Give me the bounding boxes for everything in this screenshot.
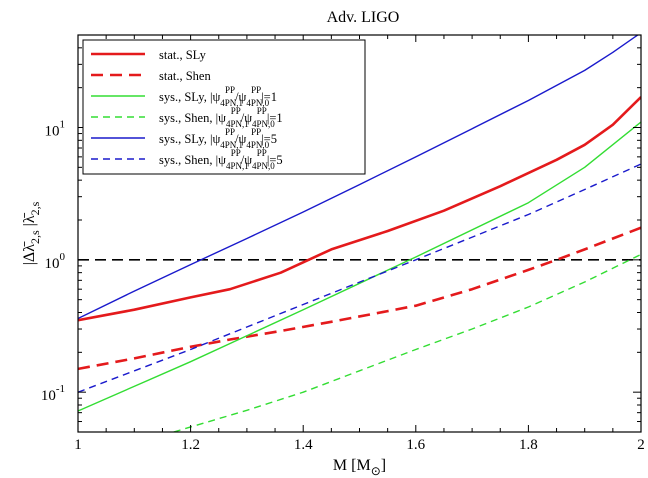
y-tick-label: 10-1 [41, 383, 65, 404]
x-tick-label: 1.2 [181, 437, 200, 453]
legend-label-5: sys., SLy, |ψ4PN,1PP/ψ4PN,0PP|=5 [159, 127, 277, 150]
x-tick-label: 1.8 [519, 437, 538, 453]
series-line-5 [78, 35, 639, 320]
legend-label-1: stat., SLy [159, 48, 207, 62]
y-tick-label: 100 [45, 251, 66, 272]
x-tick-label: 1.4 [294, 437, 313, 453]
legend-label-3: sys., SLy, |ψ4PN,1PP/ψ4PN,0PP|=1 [159, 85, 277, 108]
x-axis-title: M [M⊙] [333, 457, 386, 478]
legend-label-2: stat., Shen [159, 69, 211, 83]
chart-title: Adv. LIGO [327, 9, 400, 26]
x-tick-label: 1.6 [406, 437, 425, 453]
series-line-1 [78, 96, 641, 322]
x-tick-label: 2 [637, 437, 645, 453]
legend-label-6: sys., Shen, |ψ4PN,1PP/ψ4PN,0PP|=5 [159, 148, 283, 171]
legend-box [82, 39, 366, 175]
y-tick-label: 101 [45, 118, 66, 139]
series-line-6 [78, 163, 641, 393]
series-line-4 [173, 253, 641, 432]
series-line-3 [78, 121, 641, 412]
y-axis-title: |Δλ̄2,s |λ̄2,s [21, 201, 42, 265]
x-tick-label: 1 [74, 437, 82, 453]
series-line-2 [78, 226, 641, 371]
legend-label-4: sys., Shen, |ψ4PN,1PP/ψ4PN,0PP|=1 [159, 106, 283, 129]
